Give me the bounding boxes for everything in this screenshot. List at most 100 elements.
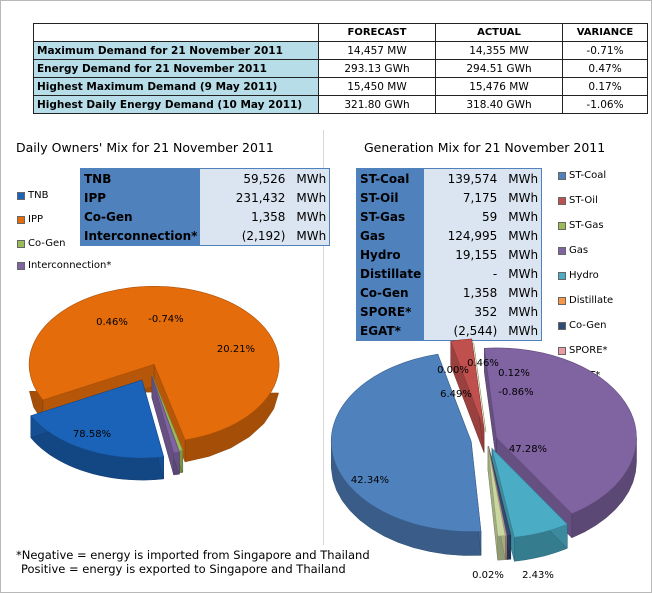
- legend-swatch: [17, 191, 25, 200]
- legend-swatch: [558, 221, 566, 230]
- generation-row-name: Hydro: [356, 245, 425, 264]
- generation-legend: ST-Coal ST-Oil ST-Gas Gas Hydro Distilla…: [558, 170, 648, 390]
- pie-slice: [30, 379, 165, 459]
- legend-label: TNB: [28, 190, 49, 201]
- legend-swatch: [558, 171, 566, 180]
- owners-row-unit: MWh: [288, 207, 330, 226]
- summary-row-forecast: 14,457 MW: [318, 41, 436, 60]
- summary-row: Maximum Demand for 21 November 2011 14,4…: [33, 41, 648, 60]
- pie-chart-2: 47.28% 2.43% 0.02% 42.34% 6.49% 0.00%0.46%0.1…: [330, 338, 637, 581]
- legend-label: Co-Gen: [28, 238, 66, 249]
- legend-label: ST-Coal: [569, 170, 607, 181]
- legend-item: Co-Gen: [17, 238, 66, 249]
- generation-row-value: 19,155: [424, 245, 501, 264]
- owners-row-value: 231,432: [200, 188, 289, 207]
- legend-swatch: [17, 261, 25, 270]
- generation-row-value: 59: [424, 207, 501, 226]
- pie-slice: [473, 342, 487, 433]
- owners-row-name: TNB: [80, 168, 201, 188]
- legend-swatch: [558, 246, 566, 255]
- pie-data-label: 0.46%: [467, 358, 499, 369]
- generation-table-row: ST-Gas 59 MWh: [356, 207, 542, 226]
- footnote: *Negative = energy is imported from Sing…: [16, 548, 370, 576]
- pie-slice: [151, 376, 180, 454]
- legend-item: Gas: [558, 245, 588, 256]
- pie-data-label: 6.49%: [440, 389, 472, 400]
- generation-row-name: SPORE*: [356, 302, 425, 321]
- legend-swatch: [558, 296, 566, 305]
- pie-data-label: 78.58%: [73, 429, 111, 440]
- generation-table-row: EGAT* (2,544) MWh: [356, 321, 542, 341]
- generation-row-value: 139,574: [424, 168, 501, 188]
- pie-data-label: -0.74%: [148, 314, 183, 325]
- generation-table-row: SPORE* 352 MWh: [356, 302, 542, 321]
- generation-chart-title: Generation Mix for 21 November 2011: [364, 140, 606, 155]
- generation-table-row: ST-Oil 7,175 MWh: [356, 188, 542, 207]
- legend-swatch: [17, 215, 25, 224]
- legend-label: ST-Oil: [569, 195, 598, 206]
- summary-header-blank: [33, 23, 319, 42]
- owners-row-unit: MWh: [288, 226, 330, 246]
- legend-item: ST-Oil: [558, 195, 598, 206]
- pie-slice: [28, 286, 280, 441]
- pie-data-label: 2.43%: [522, 570, 554, 581]
- pie-data-label: 0.46%: [96, 317, 128, 328]
- legend-item: IPP: [17, 214, 43, 225]
- generation-row-value: 7,175: [424, 188, 501, 207]
- pie-slice: [483, 347, 637, 515]
- summary-row-forecast: 321.80 GWh: [318, 95, 436, 114]
- owners-row-unit: MWh: [288, 168, 330, 188]
- generation-table-row: Hydro 19,155 MWh: [356, 245, 542, 264]
- generation-row-value: 352: [424, 302, 501, 321]
- pie-slice: [491, 447, 568, 538]
- summary-row-actual: 294.51 GWh: [435, 59, 563, 78]
- legend-item: Co-Gen: [558, 320, 607, 331]
- generation-table-row: ST-Coal 139,574 MWh: [356, 168, 542, 188]
- generation-row-value: 124,995: [424, 226, 501, 245]
- legend-item: SPORE*: [558, 345, 608, 356]
- legend-label: Hydro: [569, 270, 599, 281]
- generation-row-value: -: [424, 264, 501, 283]
- generation-row-name: ST-Coal: [356, 168, 425, 188]
- legend-item: ST-Coal: [558, 170, 606, 181]
- summary-row-label: Maximum Demand for 21 November 2011: [33, 41, 319, 60]
- generation-row-name: Gas: [356, 226, 425, 245]
- owners-legend: TNB IPP Co-Gen Interconnection*: [17, 190, 127, 280]
- owners-row-name: IPP: [80, 188, 201, 207]
- generation-table-row: Co-Gen 1,358 MWh: [356, 283, 542, 302]
- pie-data-label: 0.02%: [472, 570, 504, 581]
- summary-row-variance: -0.71%: [562, 41, 648, 60]
- legend-label: Interconnection*: [28, 260, 112, 271]
- pie-slice: [487, 446, 507, 537]
- summary-row-actual: 15,476 MW: [435, 77, 563, 96]
- owners-table-row: TNB 59,526 MWh: [80, 168, 330, 188]
- pie-data-label: 20.21%: [217, 344, 255, 355]
- pie-slice: [151, 374, 184, 452]
- generation-row-name: ST-Gas: [356, 207, 425, 226]
- owners-chart-title: Daily Owners' Mix for 21 November 2011: [16, 140, 274, 155]
- pie-data-label: 47.28%: [509, 444, 547, 455]
- pie-data-label: -0.86%: [498, 387, 533, 398]
- legend-swatch: [558, 346, 566, 355]
- pie-data-label: 0.12%: [498, 368, 530, 379]
- pie-slice: [487, 446, 506, 537]
- legend-item: Interconnection*: [17, 260, 111, 271]
- generation-row-name: Distillate: [356, 264, 425, 283]
- generation-row-name: Co-Gen: [356, 283, 425, 302]
- generation-row-unit: MWh: [500, 302, 542, 321]
- owners-row-name: Co-Gen: [80, 207, 201, 226]
- pie-data-label: 0.00%: [437, 365, 469, 376]
- summary-row-forecast: 293.13 GWh: [318, 59, 436, 78]
- summary-table: FORECAST ACTUAL VARIANCE Maximum Demand …: [33, 23, 648, 114]
- owners-row-value: (2,192): [200, 226, 289, 246]
- summary-row-actual: 318.40 GWh: [435, 95, 563, 114]
- summary-row: Energy Demand for 21 November 2011 293.1…: [33, 59, 648, 78]
- pie-data-label: 42.34%: [351, 475, 389, 486]
- legend-label: Gas: [569, 245, 589, 256]
- generation-row-unit: MWh: [500, 264, 542, 283]
- generation-row-value: 1,358: [424, 283, 501, 302]
- summary-header-variance: VARIANCE: [562, 23, 648, 42]
- generation-row-unit: MWh: [500, 245, 542, 264]
- summary-row-variance: 0.47%: [562, 59, 648, 78]
